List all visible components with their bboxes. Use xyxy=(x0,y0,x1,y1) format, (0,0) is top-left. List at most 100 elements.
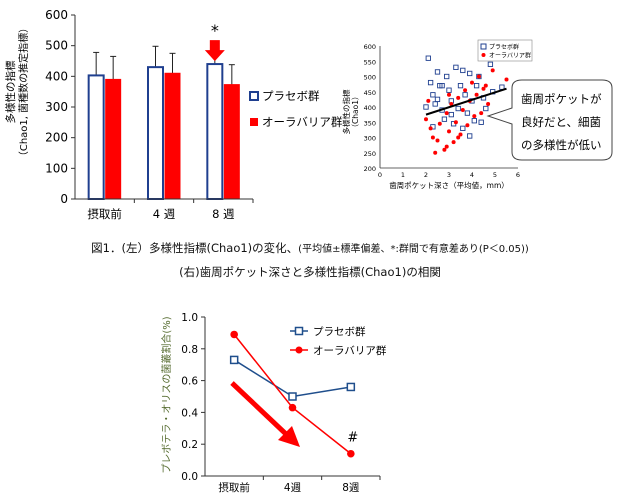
bar-ytick-label: 200 xyxy=(45,131,68,145)
line-legend-placebo-marker xyxy=(294,326,304,336)
line-category-label: 4週 xyxy=(284,482,302,494)
line-series-placebo xyxy=(233,359,351,398)
line-point-aura xyxy=(230,330,238,339)
scatter-point-aura xyxy=(444,111,449,116)
scatter-xtick-label: 2 xyxy=(424,171,428,179)
scatter-xtick-label: 6 xyxy=(516,171,520,179)
scatter-point-aura xyxy=(458,132,463,137)
callout-line-2: 良好だと、細菌 xyxy=(521,115,601,129)
scatter-point-aura xyxy=(456,135,461,140)
scatter-point-placebo xyxy=(457,82,464,89)
bar-placebo xyxy=(87,74,105,200)
decrease-arrow-head xyxy=(278,426,300,447)
scatter-ytick-label: 350 xyxy=(364,119,376,127)
line-ytick-label: 0.0 xyxy=(181,471,198,483)
scatter-point-placebo xyxy=(455,105,461,112)
scatter-ytick-label: 250 xyxy=(364,150,376,158)
scatter-xtick-label: 4 xyxy=(470,171,474,179)
bar-category-label: 摂取前 xyxy=(87,207,122,221)
legend-aura-label: オーラバリア群 xyxy=(262,115,343,129)
bar-ytick-label: 400 xyxy=(45,69,68,83)
scatter-xtick-label: 3 xyxy=(447,171,451,179)
scatter-legend-box xyxy=(477,39,533,62)
scatter-point-placebo xyxy=(487,61,494,67)
caption-note: (平均値±標準偏差、*:群間で有意差あり(P＜0.05)) xyxy=(298,244,529,255)
scatter-point-aura xyxy=(472,114,477,119)
scatter-point-aura xyxy=(428,126,433,131)
scatter-point-aura xyxy=(479,111,484,116)
scatter-ytick-label: 550 xyxy=(364,58,376,66)
line-ytick-label: 0.8 xyxy=(181,344,198,356)
bar-placebo xyxy=(147,66,164,200)
scatter-point-aura xyxy=(460,108,465,113)
line-legend-placebo-label: プラセボ群 xyxy=(313,325,366,338)
scatter-point-aura xyxy=(430,135,435,140)
line-ytick-label: 0.4 xyxy=(181,407,198,419)
bar-aura xyxy=(164,72,181,200)
scatter-point-aura xyxy=(447,129,451,134)
scatter-point-aura xyxy=(433,150,438,155)
scatter-point-aura xyxy=(483,83,488,88)
scatter-ylabel: 多様性の指標 xyxy=(341,89,351,134)
callout-line-1: 歯周ポケットが xyxy=(521,92,602,106)
bar-category-label: 8 週 xyxy=(212,207,235,221)
line-ytick-label: 0.2 xyxy=(181,439,198,451)
line-category-label: 摂取前 xyxy=(218,481,250,494)
scatter-point-placebo xyxy=(441,116,448,122)
bar-category-label: 4 週 xyxy=(153,207,176,221)
scatter-point-aura xyxy=(437,121,442,126)
scatter-point-placebo xyxy=(467,70,473,77)
significance-marker-hash: # xyxy=(347,431,358,446)
bar-aura xyxy=(105,78,122,200)
scatter-ylabel-sub: （Chao1） xyxy=(351,93,360,132)
scatter-xtick-label: 1 xyxy=(401,171,405,179)
scatter-point-placebo xyxy=(430,92,436,98)
scatter-point-aura xyxy=(490,68,495,73)
line-ytick-label: 1.0 xyxy=(181,312,198,324)
scatter-point-placebo xyxy=(446,87,452,93)
scatter-point-placebo xyxy=(460,67,466,74)
line-legend-aura-marker xyxy=(295,346,303,354)
scatter-trend-line xyxy=(425,87,507,116)
scatter-point-placebo xyxy=(448,111,454,118)
scatter-point-aura xyxy=(449,101,454,106)
line-ytick-label: 0.6 xyxy=(181,376,198,388)
scatter-point-placebo xyxy=(462,92,468,98)
scatter-point-aura xyxy=(465,123,470,128)
scatter-point-aura xyxy=(424,117,428,122)
scatter-point-placebo xyxy=(453,64,459,71)
bar-ylabel: 多様性の指標 xyxy=(4,60,17,123)
scatter-point-placebo xyxy=(444,73,450,80)
scatter-point-aura xyxy=(442,147,447,152)
scatter-legend-placebo-swatch xyxy=(480,43,487,50)
bar-aura xyxy=(223,84,240,200)
decrease-arrow-shaft xyxy=(230,381,289,437)
scatter-point-placebo xyxy=(476,73,482,80)
scatter-point-aura xyxy=(474,92,479,97)
legend-aura-swatch xyxy=(250,118,258,126)
scatter-point-aura xyxy=(481,86,486,91)
scatter-xtick-label: 5 xyxy=(493,171,497,179)
scatter-xlabel: 歯周ポケット深さ（平均値，mm） xyxy=(389,180,509,190)
scatter-point-placebo xyxy=(460,125,466,132)
scatter-point-placebo xyxy=(425,55,431,61)
callout-line-3: の多様性が低い xyxy=(521,138,602,152)
scatter-point-aura xyxy=(456,95,461,100)
legend-placebo-label: プラセボ群 xyxy=(262,89,320,103)
scatter-point-aura xyxy=(470,80,474,85)
significance-marker: * xyxy=(211,21,219,40)
scatter-legend-aura: オーラバリア群 xyxy=(489,52,531,60)
line-legend-aura-label: オーラバリア群 xyxy=(313,344,387,357)
figure-caption-line-2: (右)歯周ポケット深さと多様性指標(Chao1)の相関 xyxy=(179,265,441,279)
scatter-ytick-label: 200 xyxy=(364,165,376,173)
scatter-legend-placebo: プラセボ群 xyxy=(489,43,519,51)
scatter-point-placebo xyxy=(439,82,445,89)
scatter-point-aura xyxy=(504,77,509,82)
line-ylabel: プレボテラ・オリスの菌叢割合(%) xyxy=(160,316,173,473)
scatter-point-aura xyxy=(476,74,481,79)
scatter-point-aura xyxy=(451,140,456,145)
scatter-point-placebo xyxy=(423,104,429,110)
bar-ylabel-sub: （Chao1, 菌種数の推定指標） xyxy=(17,23,30,161)
line-point-placebo xyxy=(346,382,356,392)
scatter-point-placebo xyxy=(434,69,441,75)
